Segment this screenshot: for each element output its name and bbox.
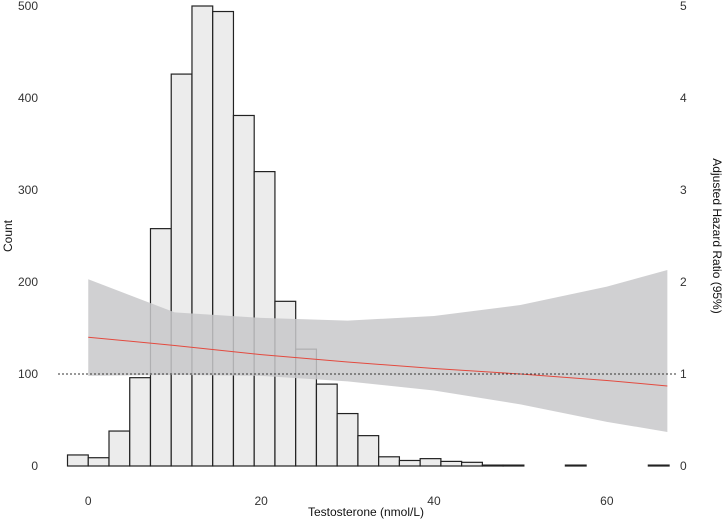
histogram-bar <box>232 114 255 467</box>
histogram-bar <box>170 73 193 467</box>
confidence-band <box>88 270 668 432</box>
right-y-tick-label: 2 <box>680 275 687 289</box>
histogram-bar <box>315 383 338 467</box>
histogram-bar <box>378 456 401 467</box>
left-y-axis-ticks: 0 100 200 300 400 500 <box>18 0 38 473</box>
left-y-tick-label: 300 <box>18 183 38 197</box>
histogram-bar <box>357 435 380 467</box>
x-tick-label: 0 <box>85 494 92 508</box>
right-y-tick-label: 3 <box>680 183 687 197</box>
right-y-tick-label: 5 <box>680 0 687 13</box>
left-y-tick-label: 0 <box>31 459 38 473</box>
left-y-tick-label: 400 <box>18 91 38 105</box>
right-y-tick-label: 4 <box>680 91 687 105</box>
hazard-ratio-line <box>88 336 668 387</box>
x-tick-label: 20 <box>254 494 268 508</box>
right-y-tick-label: 1 <box>680 367 687 381</box>
right-y-axis-ticks: 0 1 2 3 4 5 <box>680 0 687 473</box>
left-y-tick-label: 100 <box>18 367 38 381</box>
histogram-bar <box>66 454 89 467</box>
x-tick-label: 40 <box>427 494 441 508</box>
histogram-bar <box>108 430 131 467</box>
histogram-bar <box>336 412 359 467</box>
histogram-bar <box>502 464 525 467</box>
right-y-axis-title: Adjusted Hazard Ratio (95%) <box>710 158 724 313</box>
histogram-bar <box>564 464 587 467</box>
histogram-bar <box>647 464 670 467</box>
histogram-bar <box>212 10 235 467</box>
x-axis-title: Testosterone (nmol/L) <box>308 505 424 519</box>
histogram-bar <box>398 459 421 467</box>
left-y-tick-label: 200 <box>18 275 38 289</box>
histogram-bar <box>419 458 442 467</box>
x-axis-ticks: 0 20 40 60 <box>85 494 614 508</box>
histogram-bar <box>191 5 214 467</box>
histogram-bar <box>87 457 110 467</box>
right-y-tick-label: 0 <box>680 459 687 473</box>
histogram-bar <box>481 464 504 467</box>
left-y-tick-label: 500 <box>18 0 38 13</box>
left-y-axis-title: Count <box>1 219 15 252</box>
x-tick-label: 60 <box>600 494 614 508</box>
histogram-bar <box>129 377 152 467</box>
histogram-bar <box>440 460 463 467</box>
histogram-bar <box>461 461 483 467</box>
